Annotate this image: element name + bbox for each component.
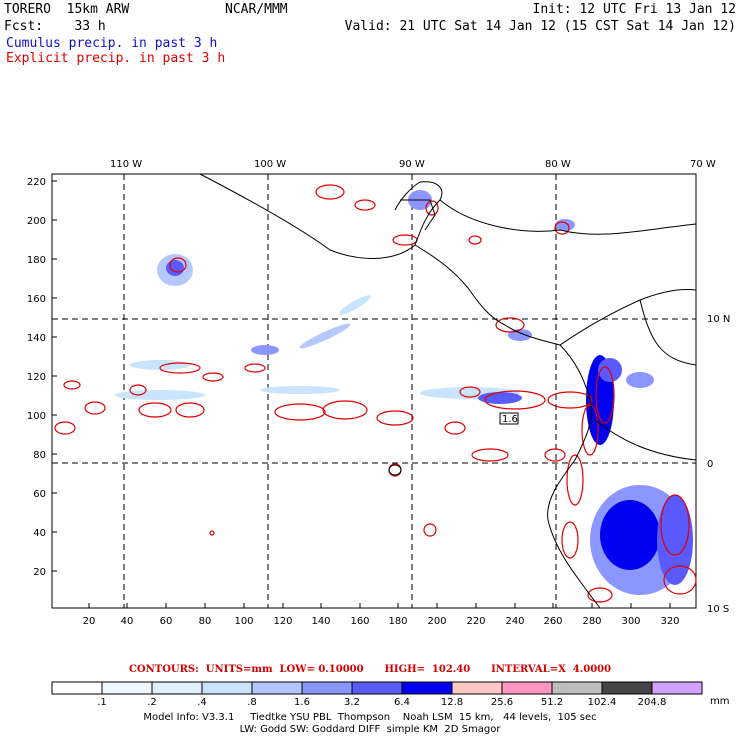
colorbar-label: .1 — [97, 697, 107, 708]
x-tick: 60 — [160, 616, 173, 627]
y-tick: 160 — [27, 294, 46, 305]
lon-label-90w: 90 W — [399, 159, 425, 170]
x-tick: 220 — [466, 616, 485, 627]
x-tick: 260 — [543, 616, 562, 627]
max-label-box — [499, 412, 519, 425]
model-info-line2: LW: Godd SW: Goddard DIFF simple KM 2D S… — [239, 724, 501, 735]
valid-time: Valid: 21 UTC Sat 14 Jan 12 (15 CST Sat … — [344, 19, 736, 34]
x-tick: 200 — [427, 616, 446, 627]
colorbar-box — [351, 681, 403, 695]
colorbar-label: 102.4 — [588, 697, 617, 708]
max-label-value: 1.6 — [502, 414, 518, 425]
colorbar-label: .2 — [147, 697, 157, 708]
colorbar-box — [251, 681, 303, 695]
lat-label-0: 0 — [707, 459, 713, 470]
y-tick: 200 — [27, 216, 46, 227]
lat-label-10n: 10 N — [707, 314, 730, 325]
lat-label-10s: 10 S — [707, 604, 729, 615]
x-tick-marks — [88, 603, 671, 608]
x-tick: 80 — [199, 616, 212, 627]
precip-map: 110 W 100 W 90 W 80 W 70 W 10 N 0 10 S 2… — [27, 159, 730, 627]
colorbar: .1.2.4.8 1.6 3.2 6.4 12.8 25.6 51.2 102.4 204.8 … — [51, 681, 729, 708]
lon-label-110w: 110 W — [110, 159, 142, 170]
map-frame — [51, 173, 697, 609]
org-label: NCAR/MMM — [225, 2, 288, 17]
coastlines — [199, 173, 697, 609]
x-tick: 100 — [234, 616, 253, 627]
colorbar-boxes — [51, 681, 703, 695]
colorbar-label: 1.6 — [294, 697, 310, 708]
model-info-line1: Model Info: V3.3.1 Tiedtke YSU PBL Thomp… — [143, 712, 597, 723]
x-tick: 160 — [350, 616, 369, 627]
graticule — [52, 174, 696, 608]
colorbar-label: 204.8 — [638, 697, 667, 708]
y-tick: 140 — [27, 333, 46, 344]
colorbar-unit: mm — [710, 696, 729, 707]
colorbar-box — [401, 681, 453, 695]
y-tick: 60 — [33, 489, 46, 500]
colorbar-box — [551, 681, 603, 695]
colorbar-box — [651, 681, 703, 695]
y-tick: 80 — [33, 450, 46, 461]
lon-label-70w: 70 W — [690, 159, 716, 170]
contours-info: CONTOURS: UNITS=mm LOW= 0.10000 HIGH= 10… — [128, 664, 612, 675]
colorbar-label: .4 — [197, 697, 207, 708]
cumulus-precip — [115, 190, 693, 595]
y-tick: 220 — [27, 177, 46, 188]
explicit-precip — [54, 184, 697, 603]
colorbar-box — [501, 681, 553, 695]
galapagos-island — [388, 464, 402, 476]
colorbar-label: .8 — [247, 697, 257, 708]
explicit-label: Explicit precip. in past 3 h — [6, 51, 226, 66]
colorbar-labels: .1 .2 .4 .8 1.6 3.2 6.4 12.8 25.6 51.2 102.4 204.8 — [97, 697, 666, 708]
x-tick: 120 — [273, 616, 292, 627]
colorbar-label: 6.4 — [394, 697, 410, 708]
x-tick: 40 — [121, 616, 134, 627]
colorbar-box — [151, 681, 203, 695]
colorbar-box — [101, 681, 153, 695]
init-time: Init: 12 UTC Fri 13 Jan 12 — [532, 2, 737, 17]
model-title: TORERO 15km ARW — [4, 2, 130, 17]
colorbar-label: 3.2 — [344, 697, 360, 708]
colorbar-label: 12.8 — [441, 697, 463, 708]
x-tick: 240 — [505, 616, 524, 627]
x-tick: 140 — [311, 616, 330, 627]
colorbar-box — [301, 681, 353, 695]
x-axis: 20 40 60 80 100 120 140 160 180 200 220 … — [83, 616, 680, 627]
lon-label-80w: 80 W — [545, 159, 571, 170]
x-tick: 180 — [388, 616, 407, 627]
y-tick: 20 — [33, 567, 46, 578]
x-tick: 300 — [621, 616, 640, 627]
y-tick-marks — [52, 180, 57, 572]
y-tick: 120 — [27, 372, 46, 383]
y-tick: 180 — [27, 255, 46, 266]
colorbar-box — [601, 681, 653, 695]
colorbar-box — [201, 681, 253, 695]
y-axis: 220 200 180 160 140 120 100 80 60 40 20 — [27, 177, 46, 578]
x-tick: 280 — [582, 616, 601, 627]
colorbar-label: 25.6 — [491, 697, 513, 708]
colorbar-box — [51, 681, 103, 695]
x-tick: 20 — [83, 616, 96, 627]
y-tick: 40 — [33, 528, 46, 539]
cumulus-label: Cumulus precip. in past 3 h — [6, 36, 218, 51]
colorbar-label: 51.2 — [541, 697, 563, 708]
colorbar-box — [451, 681, 503, 695]
forecast-hour: Fcst: 33 h — [4, 19, 106, 34]
lon-label-100w: 100 W — [254, 159, 286, 170]
y-tick: 100 — [27, 411, 46, 422]
x-tick: 320 — [660, 616, 679, 627]
